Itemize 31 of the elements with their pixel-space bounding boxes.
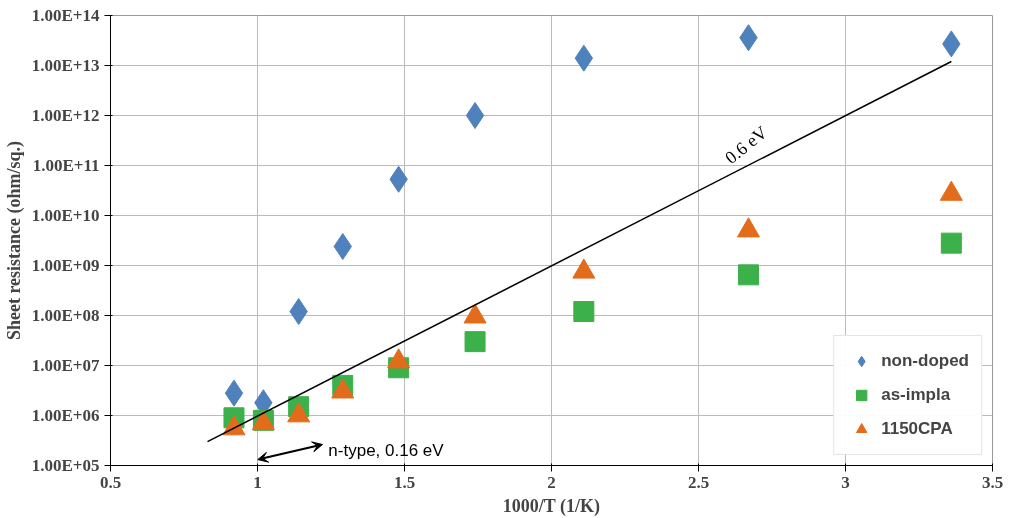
point [940,232,962,254]
point [464,331,486,353]
y-tick-label: 1.00E+11 [32,156,100,175]
point [573,301,595,323]
legend-label: non-doped [881,351,969,371]
x-tick-label: 3 [841,472,850,492]
y-tick-label: 1.00E+09 [31,256,100,275]
x-tick-label: 1 [253,472,262,492]
point [465,102,485,129]
y-tick-label: 1.00E+08 [31,306,100,325]
x-tick-label: 1.5 [393,472,416,492]
point [574,44,594,72]
annotation: n-type, 0.16 eV [328,440,445,460]
y-axis-title: Sheet resistance (ohm/sq.) [3,140,25,341]
legend-label: as-impla [881,385,951,405]
legend-label: 1150CPA [881,419,953,439]
y-tick-label: 1.00E+06 [31,406,100,425]
y-tick-label: 1.00E+07 [31,356,100,375]
point [737,264,759,286]
y-tick-label: 1.00E+13 [31,56,100,75]
y-tick-label: 1.00E+14 [31,6,100,25]
y-tick-label: 1.00E+12 [31,106,100,125]
x-tick-label: 0.5 [99,472,122,492]
point [224,379,244,407]
y-tick-label: 1.00E+05 [31,456,100,475]
y-tick-label: 1.00E+10 [31,206,100,225]
x-tick-label: 2 [547,472,556,492]
x-tick-label: 2.5 [687,472,710,492]
x-tick-label: 3.5 [981,472,1004,492]
x-axis-title: 1000/T (1/K) [502,495,600,517]
annotation: 0.6 eV [721,122,772,168]
